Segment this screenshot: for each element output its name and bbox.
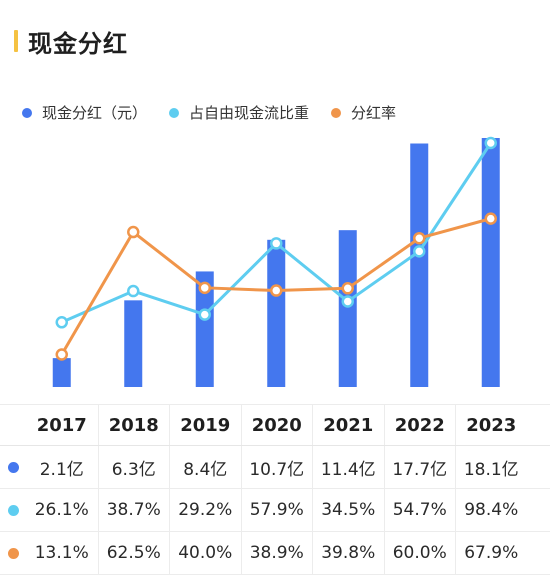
legend-item-payout: 分红率 [331,102,396,123]
bar-dividend-2021 [338,230,357,387]
page-title: 现金分红 [28,29,128,58]
point-fcf-ratio-2017 [55,316,68,329]
point-fcf-ratio-2022 [413,245,426,258]
point-fcf-ratio-2020 [270,237,283,250]
chart-plot [52,136,500,387]
legend-label-dividend: 现金分红（元） [42,104,148,122]
table-cell: 26.1% [34,500,89,520]
bar-dividend-2017 [52,358,71,387]
point-payout-2020 [270,284,283,297]
point-payout-2022 [413,231,426,245]
point-payout-2023 [484,212,497,225]
table-cell: 8.4亿 [169,446,241,488]
table-cell: 17.7亿 [383,446,456,488]
table-cell: 11.4亿 [312,446,384,488]
table-cell: 13.1% [34,543,89,563]
table-row-fcf-ratio: 26.1% 38.7% 29.2% 57.9% 34.5% 54.7% 98.4… [0,489,550,532]
table-cell: 10.7亿 [240,446,313,488]
year-header: 2018 [97,405,170,445]
bar-dividend-2019 [195,271,214,387]
table-row-payout: 13.1% 62.5% 40.0% 38.9% 39.8% 60.0% 67.9… [0,532,550,575]
point-fcf-ratio-2019 [198,308,211,321]
year-header: 2020 [240,405,313,445]
table-cell: 67.9% [455,532,527,574]
legend-marker-fcf-ratio [169,107,180,118]
point-fcf-ratio-2021 [341,295,354,308]
year-header: 2021 [312,405,384,445]
bar-dividend-2023 [481,138,500,387]
chart-legend: 现金分红（元） 占自由现金流比重 分红率 [22,102,418,123]
table-cell: 38.7% [97,489,170,531]
point-fcf-ratio-2023 [484,136,497,150]
year-header: 2022 [383,405,456,445]
row-marker-payout [7,547,19,559]
table-cell: 60.0% [383,532,456,574]
chart-title: 现金分红 [14,26,128,58]
row-marker-fcf-ratio [7,504,19,516]
table-cell: 54.7% [383,489,456,531]
table-cell: 40.0% [169,532,241,574]
bar-dividend-2020 [267,239,286,387]
point-payout-2018 [127,225,140,239]
legend-item-dividend: 现金分红（元） [22,102,147,123]
row-marker-dividend [7,461,19,473]
legend-marker-payout [331,107,342,118]
legend-marker-dividend [22,107,32,118]
year-header: 2019 [169,405,241,445]
legend-label-fcf-ratio: 占自由现金流比重 [189,104,310,122]
table-cell: 2.1亿 [39,459,84,480]
legend-item-fcf-ratio: 占自由现金流比重 [169,102,309,123]
table-cell: 57.9% [240,489,313,531]
legend-label-payout: 分红率 [351,104,397,122]
table-cell: 38.9% [240,532,313,574]
point-fcf-ratio-2018 [127,284,140,298]
point-payout-2017 [55,348,68,361]
bar-dividend-2018 [124,300,143,387]
table-cell: 6.3亿 [97,446,170,488]
year-header: 2023 [455,405,527,445]
table-cell: 98.4% [455,489,527,531]
table-cell: 18.1亿 [455,446,527,488]
table-cell: 39.8% [312,532,384,574]
table-cell: 29.2% [169,489,241,531]
title-accent-bar [14,30,18,52]
table-cell: 62.5% [97,532,170,574]
point-payout-2021 [341,282,354,295]
table-cell: 34.5% [312,489,384,531]
table-header-row: 2017 2018 2019 2020 2021 2022 2023 [0,404,550,446]
point-payout-2019 [198,281,211,295]
bar-dividend-2022 [410,143,429,387]
table-row-dividend: 2.1亿 6.3亿 8.4亿 10.7亿 11.4亿 17.7亿 18.1亿 [0,446,550,489]
year-header: 2017 [36,414,87,436]
data-table: 2017 2018 2019 2020 2021 2022 2023 2.1亿 … [0,404,550,575]
